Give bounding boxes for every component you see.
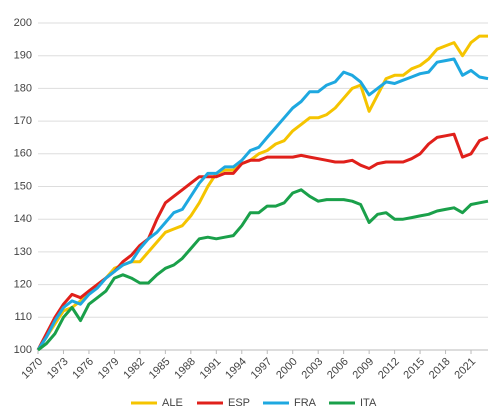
x-tick-label: 1991 — [198, 356, 224, 382]
y-tick-label: 140 — [14, 213, 32, 225]
x-tick-label: 1979 — [96, 356, 122, 382]
x-tick-label: 1976 — [70, 356, 96, 382]
x-tick-label: 2006 — [325, 356, 351, 382]
y-tick-label: 100 — [14, 344, 32, 356]
x-tick-label: 2000 — [274, 356, 300, 382]
y-tick-label: 190 — [14, 50, 32, 62]
legend-label: ALE — [162, 397, 183, 409]
x-tick-label: 1997 — [249, 356, 275, 382]
x-tick-label: 2018 — [427, 356, 453, 382]
x-tick-label: 1973 — [45, 356, 71, 382]
x-tick-label: 1970 — [19, 356, 45, 382]
x-tick-label: 2021 — [452, 356, 478, 382]
x-tick-label: 1988 — [172, 356, 198, 382]
series-line — [36, 34, 488, 351]
x-tick-label: 1985 — [147, 356, 173, 382]
y-tick-label: 120 — [14, 279, 32, 291]
y-tick-label: 170 — [14, 115, 32, 127]
y-tick-label: 110 — [14, 311, 32, 323]
x-tick-label: 1982 — [121, 356, 147, 382]
legend-label: FRA — [294, 397, 317, 409]
series-line — [36, 57, 489, 351]
x-tick-label: 2009 — [351, 356, 377, 382]
y-tick-label: 200 — [14, 17, 32, 29]
x-tick-label: 2003 — [300, 356, 326, 382]
x-tick-label: 2015 — [401, 356, 427, 382]
x-tick-label: 2012 — [376, 356, 402, 382]
y-tick-label: 150 — [14, 180, 32, 192]
legend-label: ITA — [360, 397, 377, 409]
y-tick-label: 130 — [14, 246, 32, 258]
x-tick-label: 1994 — [223, 356, 249, 382]
series-line — [37, 188, 489, 352]
y-tick-label: 160 — [14, 148, 32, 160]
legend-label: ESP — [228, 397, 250, 409]
y-tick-label: 180 — [14, 82, 32, 94]
